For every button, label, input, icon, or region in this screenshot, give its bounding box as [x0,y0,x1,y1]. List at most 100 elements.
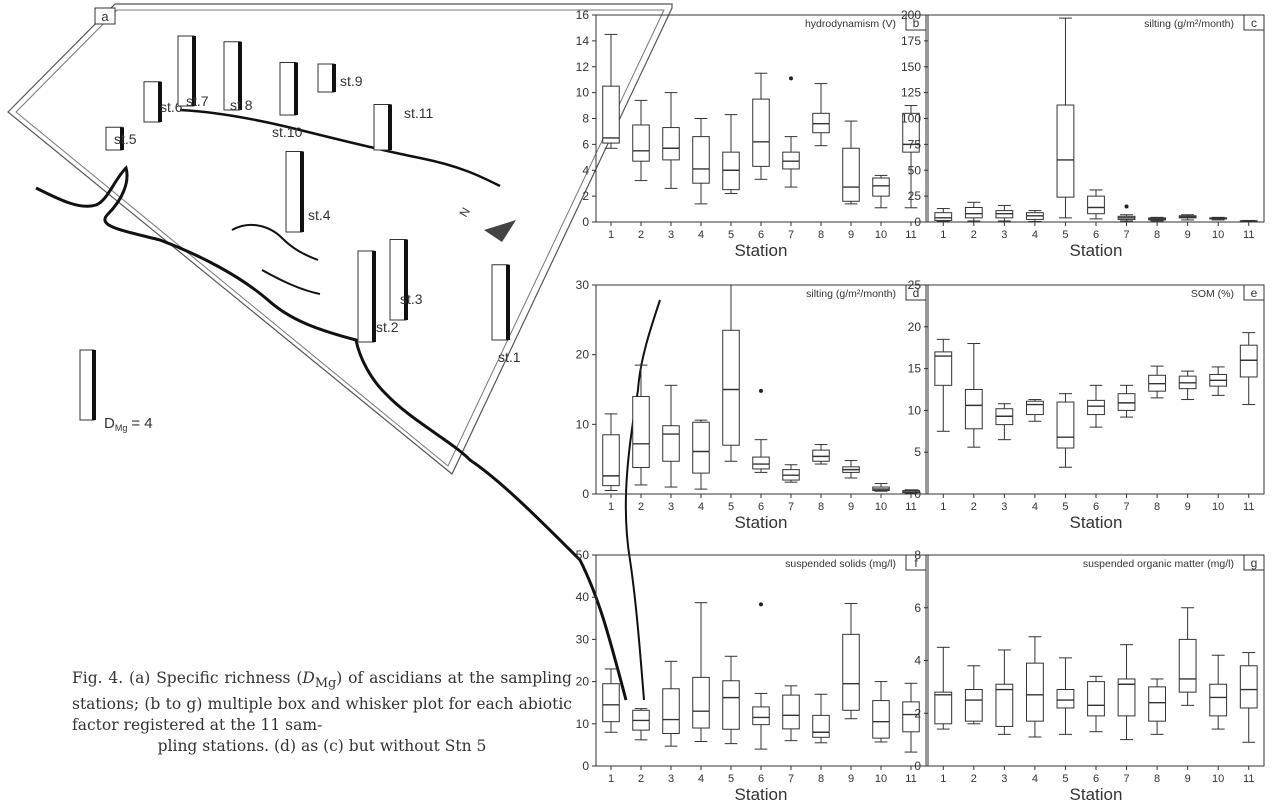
box-iqr [1056,689,1075,709]
box-iqr [632,395,650,469]
x-tick-label: 9 [848,501,854,513]
box-iqr [602,85,620,144]
y-tick-label: 16 [576,8,590,22]
box-station-10 [872,483,890,492]
box-station-11 [902,682,920,753]
chart-g: 0 2 4 6 8 1 2 3 4 5 6 7 8 9 10 11 Station suspended organ… [914,548,1265,804]
y-tick-label: 5 [914,445,921,459]
y-tick-label: 25 [908,189,922,203]
x-tick-label: 4 [1032,229,1038,241]
box-iqr [842,147,860,202]
station-bar [143,81,161,123]
caption-line3: plot for each abiotic factor registered … [72,695,572,735]
box-station-6 [752,72,770,180]
outlier-point [759,602,763,607]
box-station-8 [1148,365,1166,399]
x-tick-label: 5 [728,773,734,785]
coastline-islands [231,223,321,295]
x-tick-label: 5 [728,229,734,241]
box-station-2 [632,708,650,741]
box-station-4 [1026,636,1044,738]
box-station-8 [812,693,830,744]
x-tick-label: 2 [971,773,977,785]
x-tick-label: 7 [788,773,794,785]
legend-bar [79,349,95,421]
station-bar-shadow [294,62,298,115]
box-iqr [842,633,860,711]
box-iqr [632,124,650,162]
y-tick-label: 14 [576,34,590,48]
x-tick-label: 7 [1123,501,1129,513]
box-iqr [782,694,800,730]
y-tick-label: 10 [576,717,590,731]
box-station-5 [722,284,740,462]
y-tick-label: 20 [576,675,590,689]
y-tick-label: 4 [582,163,589,177]
x-tick-label: 3 [668,773,674,785]
box-iqr [872,700,890,739]
coastline [35,165,628,701]
station-bar-shadow [372,251,376,342]
box-iqr [1087,399,1105,416]
y-tick-label: 125 [901,86,921,100]
y-tick-label: 30 [576,278,590,292]
box-station-3 [662,92,680,189]
panel-letter: d [913,286,920,300]
north-arrow-icon [484,220,516,242]
legend-value: = 4 [131,415,152,432]
y-tick-label: 40 [576,590,590,604]
map-plate-inner [15,9,665,467]
x-tick-label: 11 [905,229,916,241]
x-tick-label: 1 [940,773,946,785]
box-iqr [995,683,1014,727]
x-tick-label: 5 [1062,501,1068,513]
y-tick-label: 0 [582,215,589,229]
outlier-point [1124,204,1129,209]
box-station-5 [722,655,740,745]
panel-letter-box [905,554,927,571]
x-tick-label: 6 [758,773,764,785]
x-axis-label: Station [735,513,788,532]
y-tick-label: 30 [576,632,590,646]
station-bar-shadow [120,127,124,150]
box-station-1 [602,668,620,733]
y-tick-label: 0 [582,759,589,773]
y-tick-label: 2 [914,706,921,720]
box-iqr [872,177,890,197]
box-iqr [1178,638,1197,693]
x-tick-label: 8 [1154,229,1160,241]
box-station-9 [1178,370,1197,401]
station-label: st.1 [498,349,521,365]
box-iqr [752,98,770,167]
caption-line4: pling stations. (d) as (c) but without S… [157,737,487,756]
station-bar-shadow [404,239,408,320]
box-iqr [964,689,983,722]
y-tick-label: 200 [901,8,921,22]
x-tick-label: 2 [638,773,644,785]
x-tick-label: 5 [1062,229,1068,241]
y-tick-label: 0 [582,487,589,501]
x-axis-label: Station [1070,785,1123,804]
box-station-10 [1209,366,1228,396]
box-iqr [934,351,953,386]
box-station-5 [1056,657,1075,735]
chart-title: silting (g/m²/month) [806,288,896,300]
y-tick-label: 75 [908,137,922,151]
box-iqr [812,714,830,738]
x-tick-label: 2 [638,229,644,241]
box-station-10 [872,174,890,209]
box-station-9 [1178,214,1197,221]
panel-letter-box [1243,14,1265,31]
x-tick-label: 1 [608,773,614,785]
box-station-6 [752,692,770,750]
box-station-6 [1087,189,1105,220]
x-tick-label: 10 [1212,773,1224,785]
chart-c: 0 25 50 75 100 125 150 175 200 1 2 3 4 5 6 7 8 9 10 11 Stati… [901,8,1265,260]
box-station-11 [1239,652,1258,743]
x-tick-label: 8 [818,773,824,785]
chart-title: suspended organic matter (mg/l) [1083,558,1234,570]
box-station-9 [1178,607,1197,706]
outlier-point [789,76,793,81]
x-tick-label: 6 [1093,773,1099,785]
